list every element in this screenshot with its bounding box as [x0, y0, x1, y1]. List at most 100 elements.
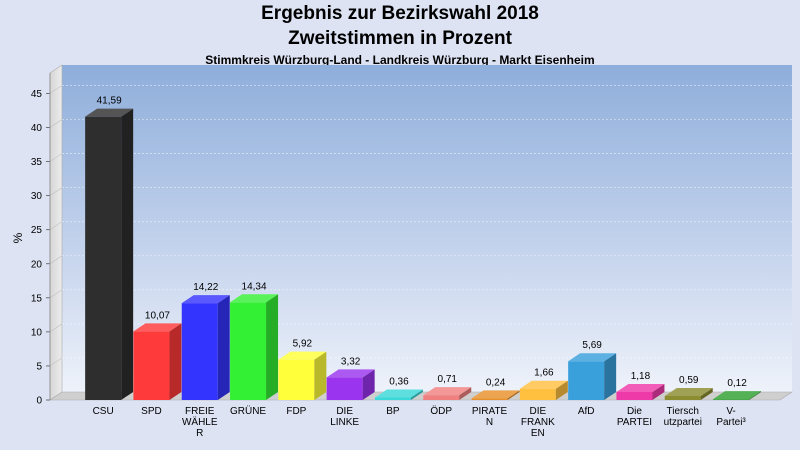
data-label: 41,59	[97, 96, 122, 107]
bar	[664, 387, 713, 400]
x-tick-label: BP	[386, 406, 400, 417]
bar	[568, 353, 617, 400]
bar-side	[314, 351, 327, 400]
grid-line-side	[49, 153, 63, 162]
x-tick-label: DIE FRANK EN	[521, 406, 555, 439]
x-tick-label: SPD	[141, 406, 162, 417]
bar	[85, 108, 134, 400]
y-tick-label: 35	[31, 157, 43, 168]
bar-side	[266, 294, 279, 400]
bar-front	[519, 388, 556, 400]
data-label: 0,24	[486, 377, 506, 388]
bar-front	[713, 399, 750, 400]
y-axis: 0 5 10 15 20 25 30 35 40 45	[31, 73, 51, 407]
bar	[230, 294, 279, 400]
bar-top	[326, 369, 375, 378]
x-tick-label: PIRATE N	[472, 406, 508, 428]
x-tick-label: ÖDP	[430, 405, 452, 417]
bars	[85, 108, 762, 400]
bar-front	[326, 377, 363, 400]
bar-top	[568, 353, 617, 362]
data-label: 1,66	[534, 368, 554, 379]
bar-top	[278, 351, 327, 360]
y-tick-label: 15	[31, 293, 43, 304]
x-tick-label: V-Partei³	[716, 406, 746, 428]
bar-top	[664, 387, 713, 396]
bar	[519, 380, 568, 400]
data-label: 14,22	[193, 282, 218, 293]
x-tick-label: AfD	[578, 406, 595, 417]
bar-top	[519, 380, 568, 389]
bar-top	[713, 391, 762, 400]
grid-line-side	[49, 85, 63, 94]
data-label: 0,71	[438, 374, 458, 385]
bar-top	[85, 108, 134, 117]
x-tick-label: GRÜNE	[230, 405, 266, 417]
bar-front	[85, 116, 122, 400]
bar	[471, 390, 520, 400]
y-tick-label: 10	[31, 327, 43, 338]
chart-title-line2: Zweitstimmen in Prozent	[288, 28, 512, 49]
bar-side	[604, 353, 617, 400]
y-tick-label: 25	[31, 225, 43, 236]
data-label: 5,92	[293, 339, 313, 350]
y-tick-label: 45	[31, 89, 43, 100]
bar-top	[133, 323, 182, 332]
bar-side	[700, 387, 713, 400]
y-tick-label: 40	[31, 123, 43, 134]
bar	[616, 383, 665, 400]
bar	[423, 387, 472, 400]
x-tick-label: DIE LINKE	[330, 406, 359, 428]
y-tick-label: 0	[36, 396, 42, 407]
bar-top	[374, 389, 423, 398]
bar	[374, 389, 423, 400]
bar-side	[555, 380, 568, 400]
chart-subtitle: Stimmkreis Würzburg-Land - Landkreis Wür…	[205, 53, 595, 67]
chart-title: Ergebnis zur Bezirkswahl 2018	[261, 3, 539, 24]
bar-side	[749, 391, 762, 400]
grid-line-side	[49, 221, 63, 230]
bar-side	[217, 295, 230, 400]
bar-front	[133, 331, 170, 400]
bar-front	[616, 391, 653, 400]
data-label: 0,12	[727, 378, 747, 389]
grid-line-side	[49, 119, 63, 128]
y-axis-label: %	[11, 232, 25, 243]
bar-front	[664, 395, 701, 400]
bar	[133, 323, 182, 400]
bar-side	[652, 383, 665, 400]
grid-line-side	[49, 255, 63, 264]
grid-line-side	[49, 357, 63, 367]
x-tick-label: Tiersch utzpartei	[664, 406, 702, 428]
bar-side	[121, 108, 134, 400]
x-tick-label: FREIE WÄHLE R	[182, 406, 218, 439]
bar-front	[423, 395, 460, 400]
grid-line-side	[49, 323, 63, 333]
data-label: 5,69	[582, 340, 602, 351]
x-tick-label: Die PARTEI	[617, 406, 652, 428]
bar-top	[423, 387, 472, 396]
x-tick-label: FDP	[286, 406, 306, 417]
bar-front	[278, 359, 315, 400]
bar-side	[459, 387, 472, 400]
data-label: 1,18	[631, 371, 651, 382]
data-label: 0,59	[679, 375, 699, 386]
bar-top	[471, 390, 520, 399]
bar	[713, 391, 762, 400]
bar-top	[230, 294, 279, 303]
x-tick-label: CSU	[93, 406, 114, 417]
data-label: 14,34	[242, 281, 267, 292]
bar-side	[410, 389, 423, 400]
grid-line-side	[49, 289, 63, 299]
bar-front	[471, 398, 508, 400]
y-tick-label: 5	[36, 361, 42, 372]
data-label: 0,36	[389, 377, 409, 388]
data-label: 3,32	[341, 356, 361, 367]
grid-line-side	[49, 187, 63, 196]
bar-front	[568, 361, 605, 400]
y-tick-label: 30	[31, 191, 43, 202]
bar-top	[616, 383, 665, 392]
y-tick-label: 20	[31, 259, 43, 270]
side-wall	[49, 64, 63, 401]
